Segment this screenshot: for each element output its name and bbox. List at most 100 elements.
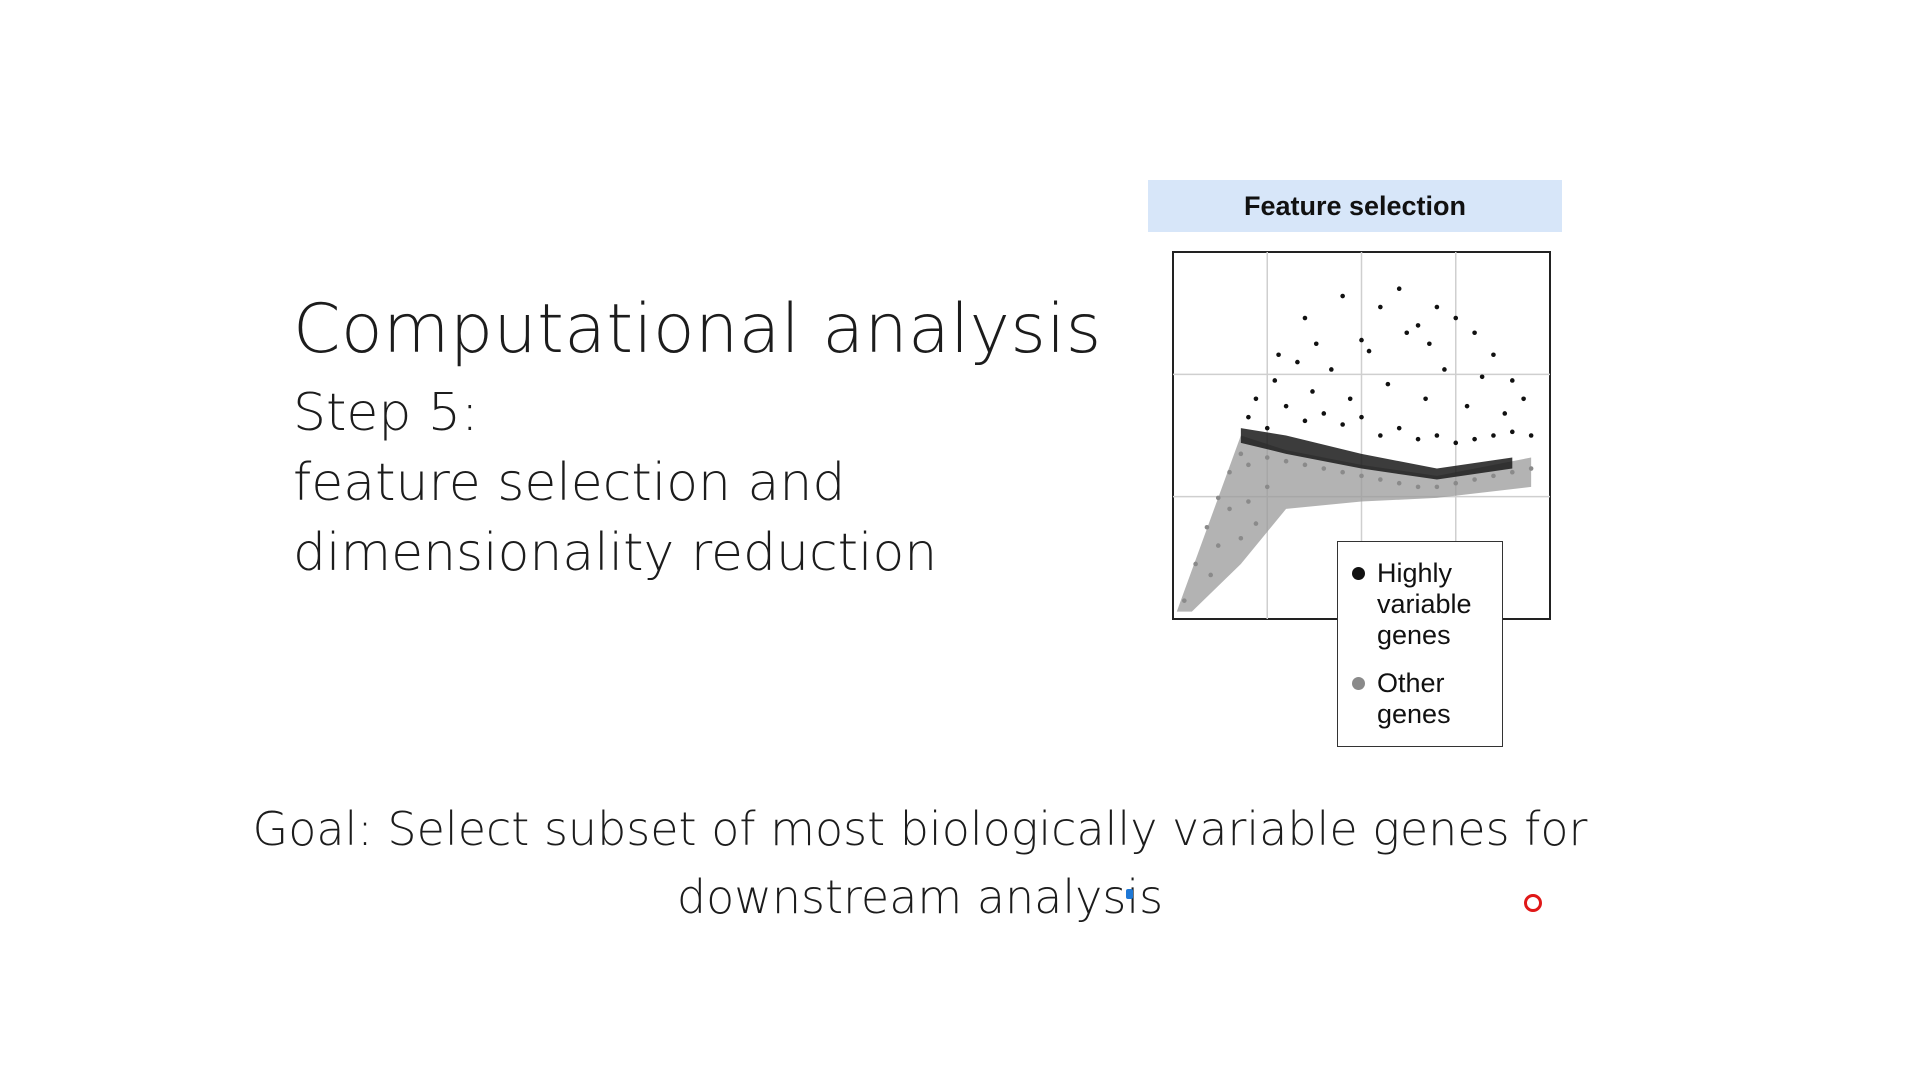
data-point [1283, 458, 1289, 464]
data-point [1253, 396, 1259, 402]
data-points [1182, 286, 1534, 603]
data-point [1479, 374, 1485, 380]
data-point [1434, 484, 1440, 490]
data-point [1491, 433, 1496, 438]
legend-label: Other [1377, 668, 1445, 698]
data-point [1302, 462, 1308, 468]
goal-line: downstream analysis [676, 870, 1164, 924]
data-point [1453, 480, 1459, 486]
data-point [1276, 352, 1281, 358]
data-point [1453, 440, 1459, 446]
legend-label: genes [1377, 620, 1451, 650]
data-point [1385, 381, 1391, 387]
data-point [1302, 418, 1308, 424]
data-point [1215, 495, 1221, 501]
data-point [1434, 304, 1440, 310]
data-point [1423, 396, 1428, 402]
gray-density-cloud [1176, 428, 1532, 612]
data-point [1502, 411, 1508, 416]
data-point [1359, 414, 1364, 420]
slide-title: Computational analysis [293, 290, 1102, 369]
legend-item-highly-variable: Highly variable genes [1352, 558, 1472, 651]
mouse-cursor-icon [1126, 889, 1133, 899]
data-point [1366, 348, 1372, 354]
data-point [1302, 315, 1308, 321]
data-point [1472, 436, 1477, 442]
data-point [1295, 359, 1300, 365]
goal-text: Goal: Select subset of most biologically… [0, 795, 1840, 931]
data-point [1396, 480, 1402, 486]
data-point [1528, 433, 1534, 438]
data-point [1264, 484, 1270, 490]
data-point [1321, 411, 1327, 416]
data-point [1510, 429, 1515, 435]
gray-density-band [1176, 435, 1532, 612]
figure-header: Feature selection [1148, 180, 1562, 232]
data-point [1510, 469, 1515, 475]
data-point [1193, 561, 1198, 567]
data-point [1442, 367, 1447, 372]
legend-label: variable [1377, 589, 1472, 619]
data-point [1264, 425, 1270, 431]
data-point [1227, 506, 1232, 512]
data-point [1204, 524, 1210, 530]
data-point [1396, 286, 1402, 291]
data-point [1396, 425, 1402, 431]
legend-label: genes [1377, 699, 1451, 729]
data-point [1321, 466, 1327, 471]
data-point [1415, 484, 1421, 490]
data-point [1246, 462, 1251, 468]
data-point [1415, 436, 1421, 442]
goal-line: Goal: Select subset of most biologically… [252, 802, 1588, 856]
data-point [1378, 304, 1383, 310]
data-point [1264, 455, 1270, 460]
laser-pointer-icon [1524, 894, 1542, 912]
data-point [1378, 477, 1383, 482]
data-point [1310, 389, 1315, 394]
data-point [1347, 396, 1353, 402]
subtitle-line: dimensionality reduction [293, 523, 938, 583]
data-point [1434, 433, 1440, 438]
data-point [1378, 433, 1383, 438]
subtitle-line: Step 5: [293, 383, 479, 443]
data-point [1283, 403, 1289, 409]
data-point [1340, 469, 1345, 475]
data-point [1272, 378, 1278, 383]
legend-label: Highly [1377, 558, 1453, 588]
data-point [1521, 396, 1526, 402]
data-point [1340, 293, 1345, 299]
data-point [1238, 451, 1244, 457]
data-point [1427, 341, 1432, 347]
legend-item-other: Other genes [1352, 668, 1451, 730]
data-point [1453, 315, 1459, 321]
data-point [1253, 521, 1259, 526]
data-point [1182, 598, 1187, 603]
data-point [1491, 352, 1496, 358]
legend-dot-gray [1352, 677, 1365, 690]
data-point [1472, 330, 1477, 336]
data-point [1238, 535, 1244, 541]
data-point [1246, 499, 1251, 504]
data-point [1472, 477, 1477, 482]
data-point [1415, 323, 1421, 328]
data-point [1359, 337, 1364, 343]
feature-selection-figure: Feature selection Highly variable genes … [1140, 176, 1590, 916]
slide-subtitle: Step 5: feature selection and dimensiona… [293, 378, 937, 588]
data-point [1359, 473, 1364, 479]
data-point [1464, 403, 1470, 409]
data-point [1510, 378, 1515, 383]
black-density-band [1240, 428, 1513, 480]
data-point [1404, 330, 1410, 336]
data-point [1313, 341, 1319, 347]
data-point [1491, 473, 1496, 479]
data-point [1246, 414, 1251, 420]
data-point [1340, 422, 1345, 427]
data-point [1329, 367, 1334, 372]
data-point [1227, 469, 1232, 475]
legend-dot-black [1352, 567, 1365, 580]
subtitle-line: feature selection and [293, 453, 846, 513]
data-point [1208, 572, 1213, 578]
data-point [1215, 543, 1221, 548]
legend: Highly variable genes Other genes [1337, 541, 1503, 747]
